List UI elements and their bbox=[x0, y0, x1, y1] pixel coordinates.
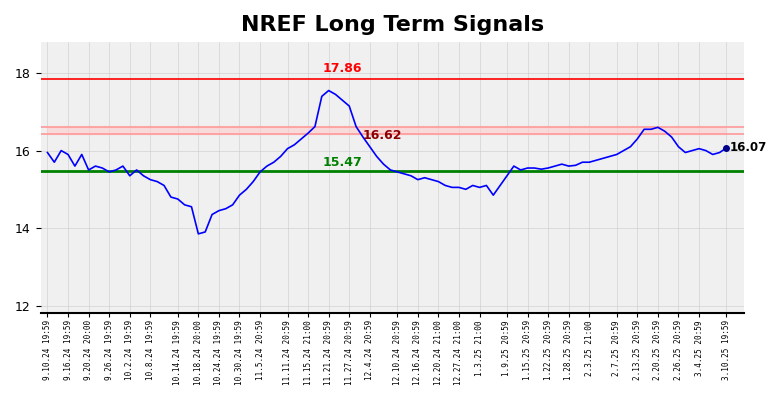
Text: 17.86: 17.86 bbox=[323, 62, 362, 76]
Text: 15.47: 15.47 bbox=[322, 156, 362, 169]
Text: 16.07: 16.07 bbox=[730, 141, 767, 154]
Text: 16.62: 16.62 bbox=[363, 128, 402, 142]
Title: NREF Long Term Signals: NREF Long Term Signals bbox=[241, 15, 543, 35]
